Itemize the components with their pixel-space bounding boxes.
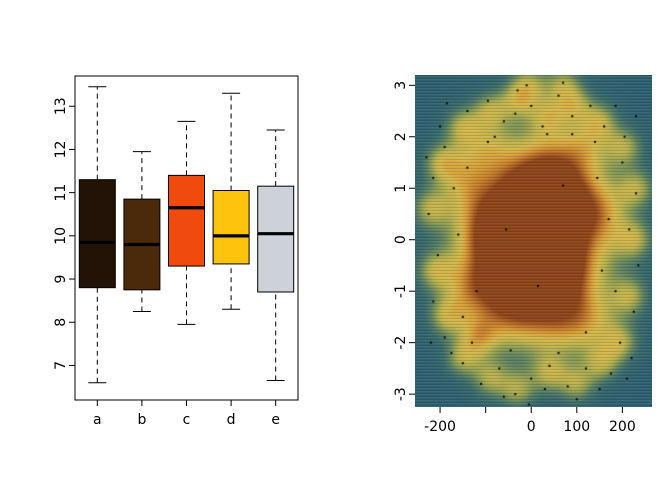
y-tick-label: 9 [53,275,69,284]
y-tick-label: 8 [53,318,69,327]
box-d [212,189,250,265]
x-tick-label: 100 [563,419,590,435]
boxplot-chart: a b c d e 7 8 9 10 11 12 13 [40,55,340,470]
y-tick-label: -3 [393,387,409,401]
x-tick-label: a [93,412,102,428]
y-tick-label: 1 [393,184,409,193]
y-tick-label: 11 [53,184,69,202]
x-tick-label: d [227,412,236,428]
y-tick-label: 2 [393,132,409,141]
y-tick-label: 10 [53,227,69,245]
y-tick-label: 13 [53,97,69,115]
density-heatmap-image [415,75,652,407]
x-tick-label: e [271,412,280,428]
boxplot-plot-area: a b c d e 7 8 9 10 11 12 13 [53,75,299,428]
box-e [257,185,295,293]
x-tick-label: 200 [609,419,636,435]
box-a [78,179,116,289]
x-tick-label: c [183,412,191,428]
y-tick-label: -1 [393,284,409,298]
x-tick-label: b [137,412,146,428]
density-scatter-chart: -200 0 100 200 -3 -2 -1 0 1 2 3 [380,65,672,465]
y-tick-label: 3 [393,81,409,90]
heatmap-axes: -200 0 100 200 -3 -2 -1 0 1 2 3 [393,81,636,435]
x-tick-label: -200 [424,419,456,435]
y-tick-label: -2 [393,336,409,350]
y-tick-label: 0 [393,235,409,244]
box-c [168,174,205,267]
x-tick-label: 0 [527,419,536,435]
y-tick-label: 7 [53,361,69,370]
y-tick-label: 12 [53,141,69,159]
